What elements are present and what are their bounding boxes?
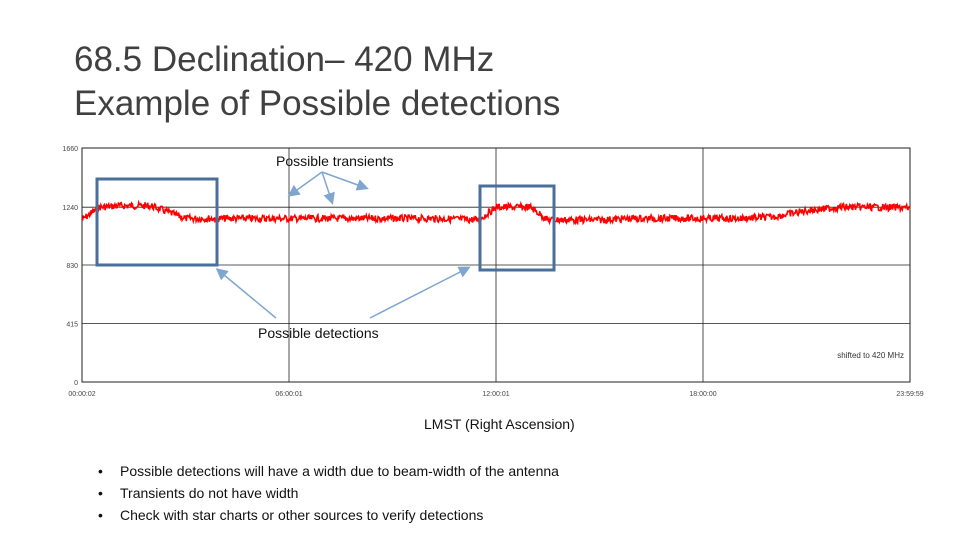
y-tick-label: 1660 — [62, 146, 78, 153]
x-tick-label: 00:00:02 — [68, 391, 95, 398]
callout-arrow — [369, 266, 471, 319]
callout-arrow — [287, 171, 323, 197]
signal-trace — [81, 199, 911, 226]
callout-arrow — [215, 268, 277, 319]
callout-detections: Possible detections — [258, 325, 379, 341]
chart-svg: 1660 1240 830 415 0 00:00:02 06:00:01 12:00:01 1… — [62, 146, 923, 398]
y-tick-label: 830 — [66, 263, 78, 270]
callout-arrow — [321, 171, 369, 191]
callout-arrow — [321, 171, 335, 205]
bullet-item: Check with star charts or other sources … — [98, 504, 559, 526]
y-tick-label: 0 — [74, 380, 78, 387]
title-line-2: Example of Possible detections — [74, 84, 561, 123]
bullet-item: Possible detections will have a width du… — [98, 460, 559, 482]
callout-transients: Possible transients — [276, 153, 394, 169]
spectrum-chart: 1660 1240 830 415 0 00:00:02 06:00:01 12:00:01 1… — [46, 140, 940, 400]
y-tick-label: 415 — [66, 322, 78, 329]
x-tick-label: 06:00:01 — [275, 391, 302, 398]
slide-title: 68.5 Declination– 420 MHz Example of Pos… — [74, 38, 560, 126]
chart-annotation: shifted to 420 MHz — [837, 351, 904, 360]
bullet-item: Transients do not have width — [98, 482, 559, 504]
detection-box — [478, 184, 556, 272]
y-tick-label: 1240 — [62, 205, 78, 212]
x-tick-label: 18:00:00 — [689, 391, 716, 398]
x-axis-caption: LMST (Right Ascension) — [424, 416, 575, 432]
bullet-list: Possible detections will have a width du… — [98, 460, 559, 526]
x-tick-label: 12:00:01 — [482, 391, 509, 398]
detection-box — [95, 177, 219, 267]
title-line-1: 68.5 Declination– 420 MHz — [74, 40, 495, 79]
x-tick-label: 23:59:59 — [896, 391, 923, 398]
